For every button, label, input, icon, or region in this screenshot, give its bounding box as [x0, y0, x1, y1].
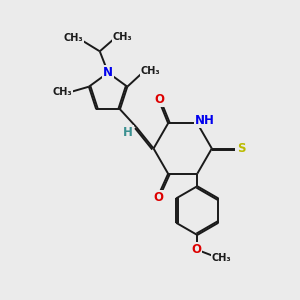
- Text: CH₃: CH₃: [140, 66, 160, 76]
- Text: CH₃: CH₃: [63, 33, 83, 43]
- Text: O: O: [154, 93, 164, 106]
- Text: O: O: [191, 243, 201, 256]
- Text: S: S: [237, 142, 245, 155]
- Text: CH₃: CH₃: [52, 87, 72, 97]
- Text: CH₃: CH₃: [212, 253, 231, 262]
- Text: NH: NH: [195, 114, 215, 127]
- Text: CH₃: CH₃: [112, 32, 132, 42]
- Text: O: O: [153, 191, 163, 204]
- Text: H: H: [123, 126, 133, 139]
- Text: N: N: [103, 66, 113, 79]
